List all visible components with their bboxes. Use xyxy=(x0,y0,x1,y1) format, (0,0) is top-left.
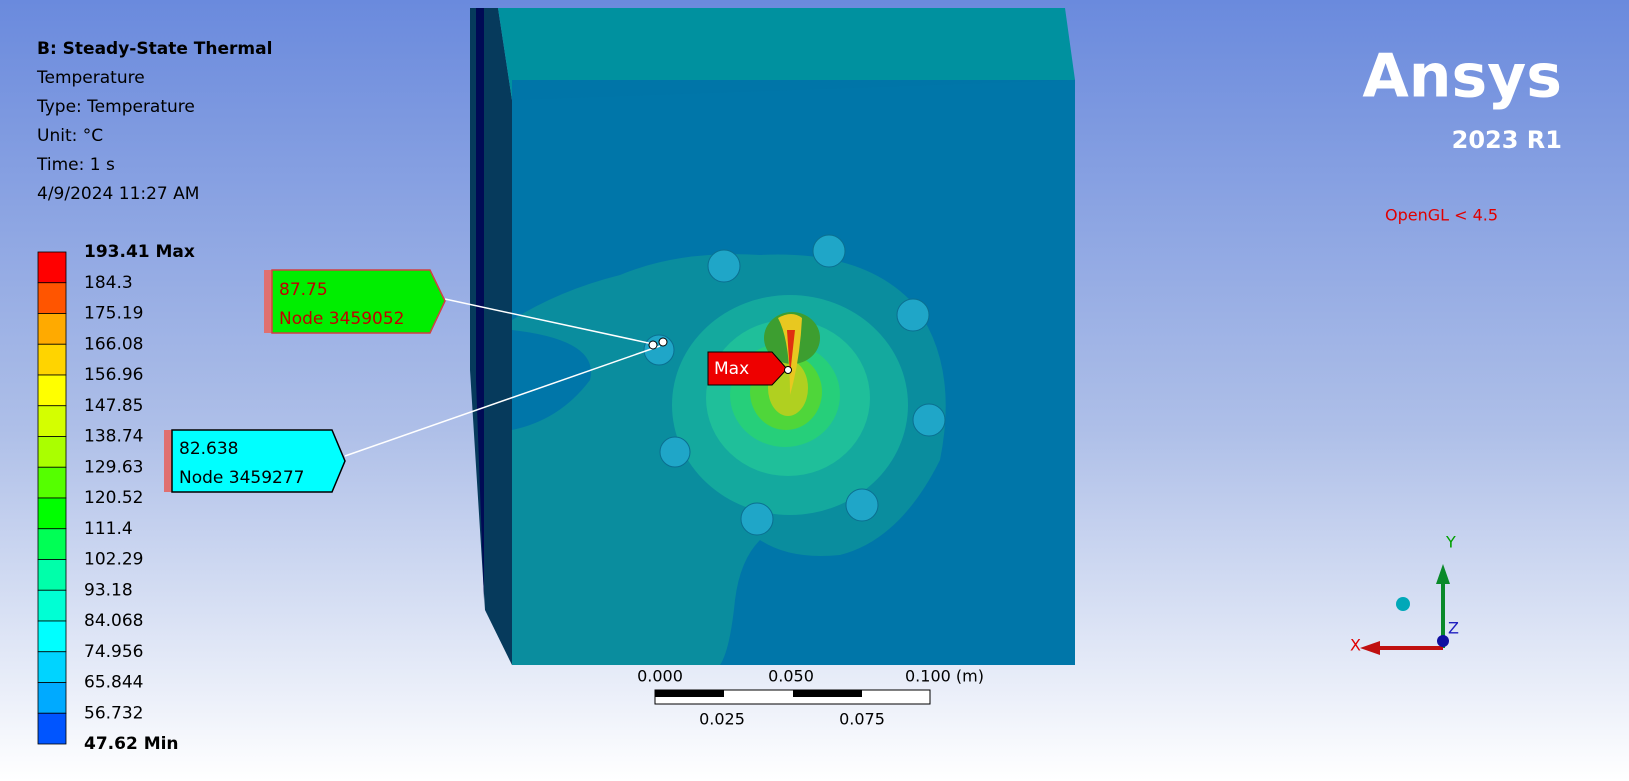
header-line: 4/9/2024 11:27 AM xyxy=(37,184,199,204)
legend-label: 111.4 xyxy=(84,519,133,539)
legend-label: 102.29 xyxy=(84,550,143,570)
bolt xyxy=(660,437,690,467)
legend-label: 120.52 xyxy=(84,488,143,508)
legend-label: 156.96 xyxy=(84,365,143,385)
logo: Ansys xyxy=(1362,42,1562,112)
legend-band xyxy=(38,590,66,621)
bolt xyxy=(813,235,845,267)
legend-band xyxy=(38,560,66,591)
header-line: Time: 1 s xyxy=(36,155,115,175)
legend-band xyxy=(38,406,66,437)
legend-band xyxy=(38,314,66,345)
header-line: Unit: °C xyxy=(37,126,103,146)
legend-band xyxy=(38,283,66,314)
legend-label: 93.18 xyxy=(84,580,133,600)
triad-label: Y xyxy=(1445,533,1456,552)
probe-tab xyxy=(264,270,272,333)
legend-label: 184.3 xyxy=(84,273,133,293)
legend-band xyxy=(38,713,66,744)
probe-point xyxy=(649,341,657,349)
header-title: B: Steady-State Thermal xyxy=(37,39,272,59)
legend-label: 84.068 xyxy=(84,611,143,631)
triad-label: X xyxy=(1350,636,1361,655)
max-point xyxy=(785,367,792,374)
scale-label: 0.050 xyxy=(768,667,814,686)
scale-label: 0.075 xyxy=(839,710,885,729)
legend-label: 175.19 xyxy=(84,304,143,324)
bolt xyxy=(741,503,773,535)
legend-band xyxy=(38,375,66,406)
scale-label: 0.100 (m) xyxy=(905,667,984,686)
bolt xyxy=(897,299,929,331)
legend-label: 56.732 xyxy=(84,703,143,723)
renderer-note: OpenGL < 4.5 xyxy=(1385,206,1498,225)
legend-band xyxy=(38,683,66,714)
legend-band xyxy=(38,652,66,683)
probe-value: 82.638 xyxy=(179,439,238,459)
page: {"header": {"title": "B: Steady-State Th… xyxy=(0,0,1629,781)
legend-label: 47.62 Min xyxy=(84,734,179,754)
probe-point xyxy=(659,338,667,346)
legend-label: 138.74 xyxy=(84,427,143,447)
legend-band xyxy=(38,621,66,652)
graphics-view: B: Steady-State Thermal Temperature Type… xyxy=(0,0,1629,781)
scale-bar-segment xyxy=(655,690,724,697)
triad-ball xyxy=(1396,597,1410,611)
scale-label: 0.000 xyxy=(637,667,683,686)
max-label: Max xyxy=(714,359,749,379)
legend-band xyxy=(38,437,66,468)
header-line: Type: Temperature xyxy=(36,97,195,117)
legend-band xyxy=(38,467,66,498)
header-line: Temperature xyxy=(36,68,145,88)
probe-value: 87.75 xyxy=(279,280,328,300)
legend-label: 193.41 Max xyxy=(84,242,195,262)
legend-label: 129.63 xyxy=(84,457,143,477)
legend-band xyxy=(38,498,66,529)
probe-node: Node 3459277 xyxy=(179,468,304,488)
legend-label: 65.844 xyxy=(84,673,143,693)
probe-tab xyxy=(164,430,172,492)
bolt xyxy=(846,489,878,521)
bolt xyxy=(708,250,740,282)
scale-bar-segment xyxy=(793,690,862,697)
triad-label: Z xyxy=(1448,619,1459,638)
probe-node: Node 3459052 xyxy=(279,309,404,329)
scale-label: 0.025 xyxy=(699,710,745,729)
legend-band xyxy=(38,344,66,375)
legend-band xyxy=(38,529,66,560)
bolt xyxy=(913,404,945,436)
legend-band xyxy=(38,252,66,283)
legend-label: 147.85 xyxy=(84,396,143,416)
logo-version: 2023 R1 xyxy=(1452,126,1562,154)
legend-label: 74.956 xyxy=(84,642,143,662)
legend-label: 166.08 xyxy=(84,334,143,354)
